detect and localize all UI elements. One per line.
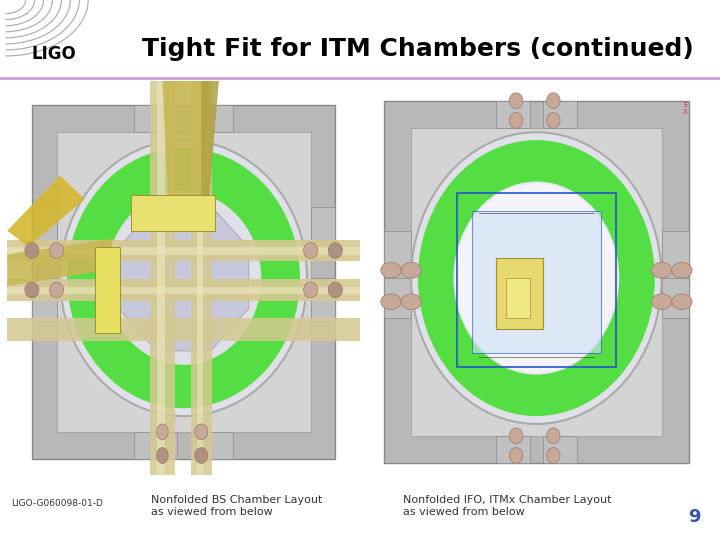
Ellipse shape [157,448,168,463]
Bar [32,278,57,326]
Bar [384,231,411,270]
Ellipse shape [672,294,692,309]
Circle shape [454,181,619,375]
Ellipse shape [546,112,560,129]
Ellipse shape [652,294,672,309]
Text: 9: 9 [688,508,701,526]
Ellipse shape [546,93,560,109]
Polygon shape [118,205,249,351]
Circle shape [411,132,662,424]
Ellipse shape [401,262,421,278]
Bar [130,195,215,231]
Ellipse shape [381,262,401,278]
Bar [472,211,600,353]
Ellipse shape [509,448,523,463]
Polygon shape [202,81,219,207]
Ellipse shape [194,448,208,463]
Ellipse shape [304,242,318,259]
Ellipse shape [509,428,523,444]
Bar [191,81,212,475]
Text: LIGO-G060098-01-D: LIGO-G060098-01-D [11,499,103,508]
Bar [150,81,175,475]
Text: LIGO: LIGO [31,45,76,63]
Bar [496,258,543,329]
Ellipse shape [24,242,39,259]
Polygon shape [7,176,85,247]
Text: Tight Fit for ITM Chambers (continued): Tight Fit for ITM Chambers (continued) [142,37,693,60]
Bar [95,247,120,333]
Bar [7,287,360,294]
Bar [457,193,616,367]
Ellipse shape [328,242,343,259]
Polygon shape [163,81,208,227]
Text: Nonfolded BS Chamber Layout
as viewed from below: Nonfolded BS Chamber Layout as viewed fr… [151,495,323,517]
Bar [57,132,310,432]
Ellipse shape [381,294,401,309]
Bar [384,278,411,318]
Bar [662,231,688,270]
Ellipse shape [328,282,343,298]
Ellipse shape [50,282,63,298]
Bar [32,207,57,254]
Ellipse shape [546,448,560,463]
Bar [7,240,360,261]
Bar [310,207,336,254]
Text: E
X: E X [683,102,688,115]
Ellipse shape [546,428,560,444]
Circle shape [67,148,300,408]
Bar [411,129,662,436]
Bar [197,81,203,475]
Bar [158,81,165,475]
Circle shape [106,191,261,365]
Bar [662,278,688,318]
Bar [32,105,336,460]
Ellipse shape [509,93,523,109]
Ellipse shape [157,424,168,440]
Ellipse shape [304,282,318,298]
Ellipse shape [24,282,39,298]
Bar [310,278,336,326]
Ellipse shape [194,424,208,440]
Bar [496,436,530,463]
Text: Nonfolded IFO, ITMx Chamber Layout
as viewed from below: Nonfolded IFO, ITMx Chamber Layout as vi… [403,495,612,517]
Polygon shape [7,239,113,286]
Ellipse shape [652,262,672,278]
Ellipse shape [509,112,523,129]
Bar [543,100,577,129]
Circle shape [60,140,307,416]
Bar [7,318,360,341]
Bar [496,100,530,129]
Ellipse shape [672,262,692,278]
Bar [7,279,360,301]
Bar [191,105,233,132]
Bar [134,105,176,132]
Ellipse shape [401,294,421,309]
Ellipse shape [50,242,63,259]
Bar [7,247,360,255]
Bar [191,432,233,460]
Bar [134,432,176,460]
Circle shape [418,140,655,416]
Bar [506,278,530,318]
Circle shape [455,184,618,373]
Bar [543,436,577,463]
